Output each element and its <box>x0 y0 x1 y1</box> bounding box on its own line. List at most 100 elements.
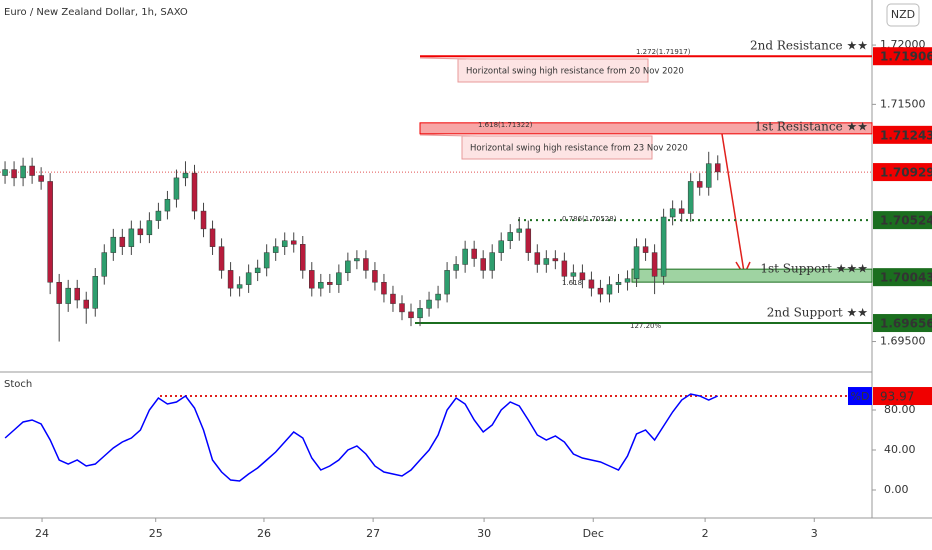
candle <box>453 256 459 279</box>
candle <box>191 164 198 220</box>
candle-body <box>363 258 369 271</box>
candle-body <box>444 270 450 295</box>
candle <box>300 235 306 279</box>
candle-body <box>209 228 216 247</box>
candle <box>318 273 324 297</box>
price-label: 1.70043 <box>880 271 932 285</box>
candle-body <box>11 169 17 179</box>
candle <box>254 259 261 282</box>
candle <box>660 208 667 285</box>
candle <box>372 262 378 291</box>
price-label: 1.71243 <box>880 128 932 142</box>
x-tick-label: 2 <box>702 527 709 540</box>
candle <box>543 250 550 273</box>
candle <box>462 240 468 273</box>
candle-body <box>327 281 333 285</box>
candle <box>345 252 351 282</box>
candle-body <box>570 272 577 277</box>
candle-body <box>254 267 261 274</box>
candle-body <box>38 175 44 182</box>
series-name: %D <box>851 390 870 403</box>
candle <box>20 157 26 187</box>
candle-body <box>128 228 135 247</box>
fib-label: 1.618 <box>562 279 582 287</box>
value-label: 93.97 <box>880 390 914 404</box>
fib-label: 0.786(1.70528) <box>562 215 617 223</box>
candle <box>498 232 504 261</box>
price-label: 1.70524 <box>880 214 932 228</box>
candle-body <box>236 284 243 289</box>
candle <box>236 276 243 297</box>
candle <box>381 273 387 303</box>
candle <box>182 161 189 187</box>
candle <box>678 200 685 222</box>
price-label-box <box>873 314 932 333</box>
candle <box>597 279 604 303</box>
candle <box>200 202 207 238</box>
callout-box <box>419 57 649 83</box>
candle <box>615 273 622 293</box>
candle <box>272 238 279 261</box>
y-tick-label: 1.71500 <box>880 97 926 110</box>
candle <box>588 271 595 297</box>
candle <box>354 250 360 270</box>
candle-body <box>633 246 640 279</box>
candle <box>110 228 117 261</box>
candle-body <box>669 208 676 218</box>
candle <box>633 238 640 287</box>
candle-body <box>471 248 477 259</box>
candle <box>579 264 586 289</box>
stoch-title: Stoch <box>4 379 32 390</box>
y-tick-label: 80.00 <box>884 403 916 416</box>
value-label-box <box>873 387 932 406</box>
candle-body <box>435 293 441 301</box>
candle-body <box>164 198 171 212</box>
candle <box>624 270 631 291</box>
candle-body <box>462 248 468 265</box>
level-zone <box>419 122 873 135</box>
candle <box>209 220 216 255</box>
level-label: 1st Resistance ★★ <box>754 119 868 133</box>
candle-body <box>561 260 568 277</box>
candle <box>227 262 234 297</box>
candle <box>65 279 71 312</box>
candle <box>561 252 568 285</box>
candle-body <box>507 232 513 241</box>
candle <box>363 250 369 279</box>
candle-body <box>390 293 396 304</box>
candle <box>534 244 541 273</box>
candle <box>155 202 162 229</box>
fib-label: 1.272(1.71917) <box>636 48 691 56</box>
candle <box>426 291 432 317</box>
candle-body <box>200 210 207 230</box>
candle-body <box>687 181 694 214</box>
x-tick-label: Dec <box>583 527 604 540</box>
candle <box>164 190 171 220</box>
candle-body <box>408 311 414 319</box>
currency-box[interactable] <box>886 3 920 27</box>
fib-label: 127.20% <box>630 322 661 330</box>
candle-body <box>272 246 279 253</box>
candle-body <box>281 240 288 247</box>
x-tick-label: 3 <box>811 527 818 540</box>
candle-body <box>606 284 613 295</box>
candle <box>29 157 35 184</box>
candle-body <box>110 236 117 253</box>
callout-box <box>419 134 653 160</box>
level-label: 1st Support ★★★ <box>760 262 868 276</box>
candle <box>2 161 8 184</box>
candle <box>92 268 99 317</box>
candle <box>408 303 414 327</box>
candle-body <box>74 287 80 301</box>
candle-body <box>65 287 71 304</box>
price-label-box <box>873 125 932 144</box>
candle <box>146 212 153 244</box>
candle <box>173 169 180 208</box>
candle <box>606 276 613 303</box>
x-tick-label: 24 <box>35 527 49 540</box>
candle <box>56 273 62 342</box>
candle-body <box>660 216 667 277</box>
candle <box>290 232 297 253</box>
price-label-box <box>873 268 932 287</box>
candle-body <box>191 172 198 212</box>
